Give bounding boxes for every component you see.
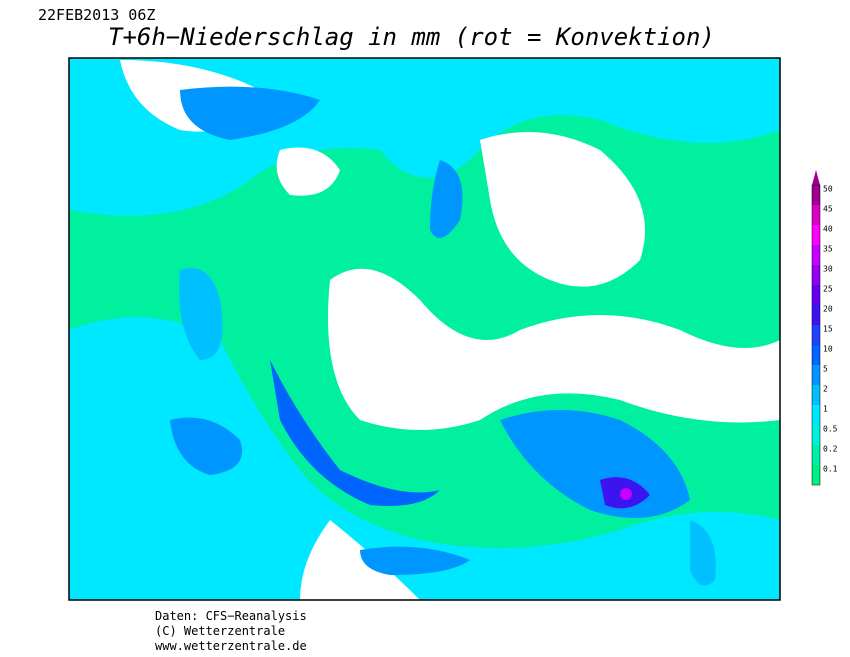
legend-label: 45: [823, 205, 833, 214]
legend-swatch: [812, 385, 820, 405]
legend-label: 50: [823, 185, 833, 194]
footer-line: (C) Wetterzentrale: [155, 624, 285, 638]
legend-label: 30: [823, 265, 833, 274]
legend-swatch: [812, 365, 820, 385]
legend-swatch: [812, 285, 820, 305]
legend-swatch: [812, 425, 820, 445]
legend-swatch: [812, 325, 820, 345]
legend-frame: [811, 184, 821, 486]
legend-swatch: [812, 185, 820, 205]
legend-label: 1: [823, 405, 828, 414]
legend-swatch: [812, 205, 820, 225]
legend-swatch: [812, 305, 820, 325]
legend-label: 10: [823, 345, 833, 354]
legend-label: 35: [823, 245, 833, 254]
legend-swatch: [812, 345, 820, 365]
legend-swatch: [812, 225, 820, 245]
legend-swatch: [812, 465, 820, 485]
legend-label: 2: [823, 385, 828, 394]
legend-label: 0.2: [823, 445, 838, 454]
footer-line: Daten: CFS−Reanalysis: [155, 609, 307, 623]
legend-label: 15: [823, 325, 833, 334]
legend-label: 0.5: [823, 425, 838, 434]
legend-label: 0.1: [823, 465, 838, 474]
legend-swatch: [812, 405, 820, 425]
legend-arrow: [812, 170, 820, 185]
date: 22FEB2013 06Z: [38, 6, 155, 24]
title: T+6h−Niederschlag in mm (rot = Konvektio…: [108, 23, 715, 51]
legend-label: 25: [823, 285, 833, 294]
legend-swatch: [812, 245, 820, 265]
legend-label: 20: [823, 305, 833, 314]
map: [68, 57, 781, 601]
legend-swatch: [812, 265, 820, 285]
legend-swatch: [812, 445, 820, 465]
footer-line: www.wetterzentrale.de: [155, 639, 307, 653]
legend-label: 40: [823, 225, 833, 234]
legend-label: 5: [823, 365, 828, 374]
